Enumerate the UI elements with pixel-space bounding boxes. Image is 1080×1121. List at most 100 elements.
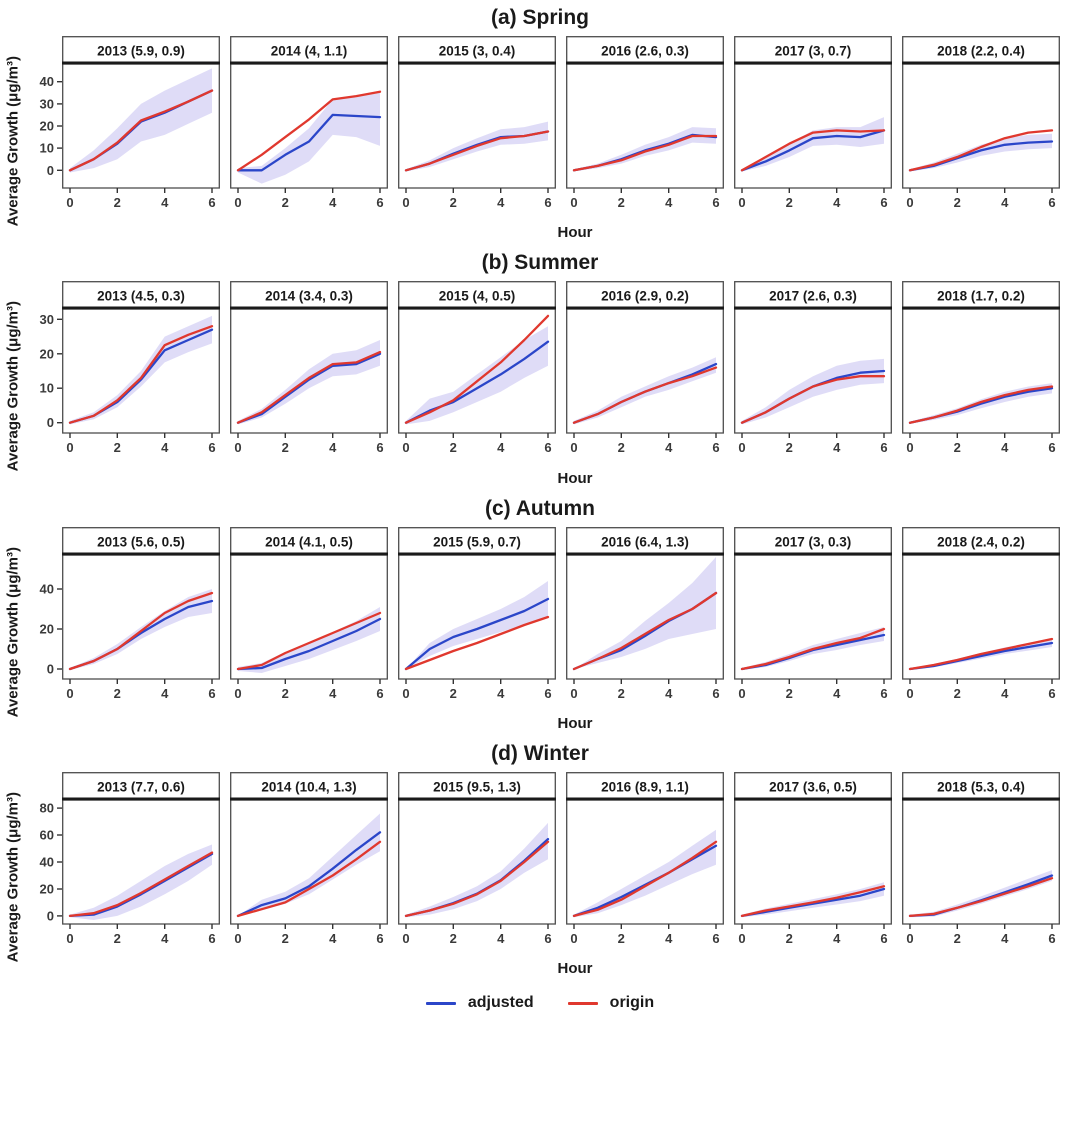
origin-line: [236, 351, 382, 425]
season-row-winter: (d) Winter Average Growth (μg/m³) 2013 (…: [0, 742, 1080, 977]
facet-panel-2018: 2018 (2.4, 0.2) 0 2 4 6: [902, 526, 1060, 717]
svg-text:30: 30: [40, 312, 54, 327]
svg-text:2: 2: [618, 931, 625, 946]
legend-item-adjusted: adjusted: [425, 994, 534, 1012]
y-axis-label: Average Growth (μg/m³): [4, 301, 22, 472]
adjusted-line: [740, 129, 886, 172]
svg-text:2: 2: [786, 195, 793, 210]
season-row-summer: (b) Summer Average Growth (μg/m³) 2013 (…: [0, 251, 1080, 487]
svg-text:0: 0: [906, 931, 913, 946]
svg-text:2: 2: [618, 686, 625, 701]
strip-box: [62, 36, 220, 64]
svg-text:6: 6: [376, 686, 383, 701]
facet-plot: 2018 (1.7, 0.2) 0 2 4 6: [902, 281, 1060, 455]
origin-line: [572, 366, 718, 425]
facet-panel-2018: 2018 (5.3, 0.4) 0 2 4 6: [902, 771, 1060, 962]
origin-line: [404, 130, 550, 172]
facet-plot: 2016 (2.9, 0.2) 0 2 4 6: [566, 281, 724, 455]
facet-plot: 2016 (6.4, 1.3) 0 2 4 6: [566, 526, 724, 701]
row-title-autumn: (c) Autumn: [484, 496, 596, 520]
facet-panel-2017: 2017 (3, 0.3) 0 2 4 6: [734, 526, 892, 717]
season-row-autumn: (c) Autumn Average Growth (μg/m³) 2013 (…: [0, 497, 1080, 732]
confidence-band: [238, 813, 380, 916]
confidence-band: [70, 844, 212, 920]
origin-line: [404, 840, 550, 917]
adjusted-line-swatch: [425, 1001, 456, 1005]
faceted-line-figure: (a) Spring Average Growth (μg/m³) 2013 (…: [0, 6, 1080, 1012]
svg-text:0: 0: [47, 416, 54, 431]
svg-text:2: 2: [282, 195, 289, 210]
strip-label: 2018 (5.3, 0.4): [937, 779, 1025, 794]
facet-panel-2016: 2016 (2.6, 0.3) 0 2 4 6: [566, 36, 724, 226]
legend-item-origin: origin: [567, 995, 654, 1011]
facet-plot: 2018 (5.3, 0.4) 0 2 4 6: [902, 771, 1060, 946]
svg-text:0: 0: [570, 195, 577, 210]
strip-label: 2014 (10.4, 1.3): [261, 779, 356, 794]
strip-label: 2013 (5.9, 0.9): [97, 44, 185, 59]
strip-label: 2017 (2.6, 0.3): [769, 289, 857, 304]
svg-text:6: 6: [544, 931, 551, 946]
facet-panel-2014: 2014 (10.4, 1.3) 0 2 4 6: [230, 771, 388, 962]
origin-line: [404, 615, 550, 670]
facet-plot: 2015 (9.5, 1.3) 0 2 4 6: [398, 771, 556, 946]
svg-text:2: 2: [618, 195, 625, 210]
origin-line: [572, 840, 718, 917]
svg-text:0: 0: [66, 440, 73, 455]
facet-panel-2013: 2013 (5.9, 0.9) 0 2 4 6 0 10 20 30 40: [24, 36, 220, 226]
adjusted-line: [68, 852, 214, 917]
svg-text:6: 6: [712, 195, 719, 210]
strip-box: [566, 36, 724, 64]
facet-panel-2017: 2017 (3, 0.7) 0 2 4 6: [734, 36, 892, 226]
facet-panel-2015: 2015 (9.5, 1.3) 0 2 4 6: [398, 771, 556, 962]
svg-text:6: 6: [376, 195, 383, 210]
facet-plot: 2015 (4, 0.5) 0 2 4 6: [398, 281, 556, 455]
facet-panel-2018: 2018 (1.7, 0.2) 0 2 4 6: [902, 281, 1060, 471]
svg-text:0: 0: [906, 440, 913, 455]
facet-panel-2015: 2015 (4, 0.5) 0 2 4 6: [398, 281, 556, 471]
strip-box: [902, 281, 1060, 310]
facet-panel-2018: 2018 (2.2, 0.4) 0 2 4 6: [902, 36, 1060, 226]
svg-text:0: 0: [234, 686, 241, 701]
svg-text:4: 4: [1001, 440, 1009, 455]
svg-text:2: 2: [282, 931, 289, 946]
svg-text:4: 4: [161, 686, 169, 701]
origin-line: [236, 90, 382, 172]
confidence-band: [70, 588, 212, 670]
svg-text:2: 2: [954, 440, 961, 455]
facet-plot: 2014 (10.4, 1.3) 0 2 4 6: [230, 771, 388, 946]
panels-container-autumn: 2013 (5.6, 0.5) 0 2 4 6 0 20 40 2014 (4.1, 0.5…: [24, 526, 1060, 717]
origin-line: [404, 315, 550, 425]
svg-text:0: 0: [906, 195, 913, 210]
adjusted-line: [236, 352, 382, 425]
svg-text:2: 2: [450, 195, 457, 210]
svg-text:0: 0: [738, 440, 745, 455]
facet-panel-2017: 2017 (3.6, 0.5) 0 2 4 6: [734, 771, 892, 962]
svg-text:40: 40: [40, 581, 54, 596]
adjusted-line: [236, 113, 382, 172]
origin-line: [236, 611, 382, 670]
origin-line-swatch: [567, 1001, 598, 1005]
facet-plot: 2017 (3.6, 0.5) 0 2 4 6: [734, 771, 892, 946]
svg-text:0: 0: [906, 686, 913, 701]
origin-line: [908, 876, 1054, 917]
svg-text:20: 20: [40, 621, 54, 636]
svg-text:2: 2: [618, 440, 625, 455]
svg-text:6: 6: [544, 195, 551, 210]
svg-text:0: 0: [234, 440, 241, 455]
facet-panel-2014: 2014 (4.1, 0.5) 0 2 4 6: [230, 526, 388, 717]
adjusted-line: [236, 617, 382, 670]
svg-text:6: 6: [880, 686, 887, 701]
facet-panel-2013: 2013 (7.7, 0.6) 0 2 4 6 0 20 40 60 80: [24, 771, 220, 962]
svg-text:4: 4: [833, 440, 841, 455]
legend-label-adjusted: adjusted: [467, 994, 534, 1012]
svg-text:2: 2: [450, 931, 457, 946]
strip-label: 2014 (4.1, 0.5): [265, 534, 353, 549]
strip-box: [62, 526, 220, 555]
strip-label: 2016 (2.9, 0.2): [601, 289, 689, 304]
svg-text:2: 2: [954, 931, 961, 946]
svg-text:0: 0: [47, 163, 54, 178]
origin-line: [740, 375, 886, 425]
svg-text:0: 0: [66, 931, 73, 946]
strip-label: 2015 (9.5, 1.3): [433, 779, 521, 794]
